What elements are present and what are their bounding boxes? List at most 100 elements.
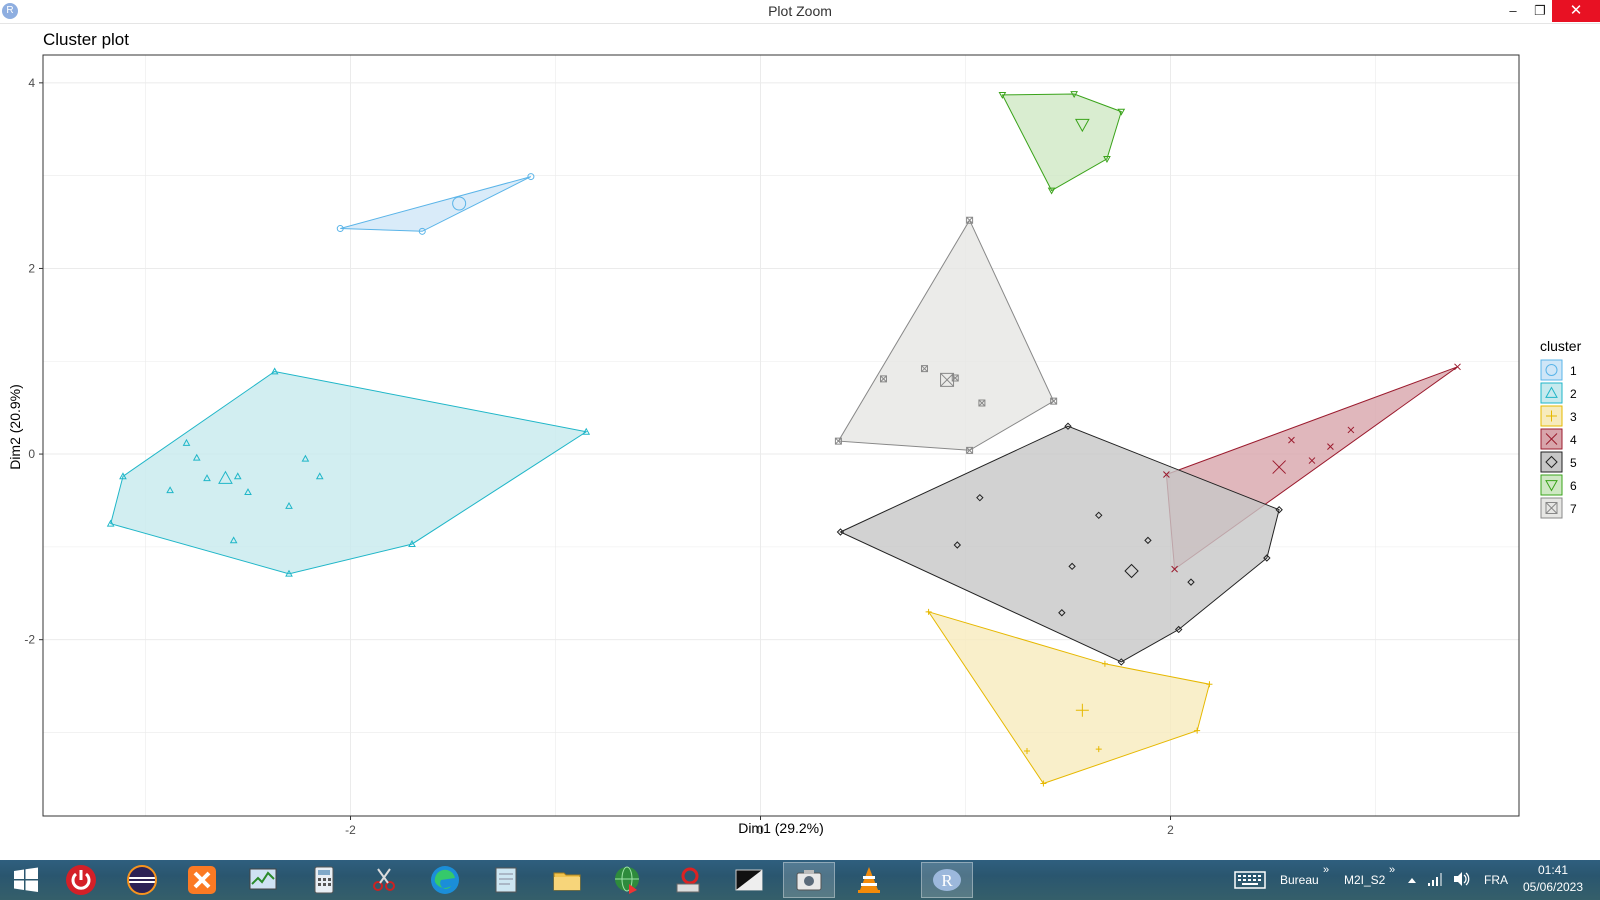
legend-label-3: 3 [1570,410,1577,424]
windows-logo-icon [14,867,38,892]
installer-icon [676,867,700,893]
legend-label-1: 1 [1570,364,1577,378]
touch-keyboard-icon[interactable] [1234,871,1266,889]
legend-symbol-6 [1545,480,1558,492]
taskbar-file-explorer-app[interactable] [541,862,593,898]
taskbar-clock[interactable]: 01:41 05/06/2023 [1518,863,1588,894]
data-point-cluster-5 [1117,658,1126,666]
legend-label-2: 2 [1570,387,1577,401]
window-title: Plot Zoom [768,3,832,19]
chart-title: Cluster plot [43,30,129,49]
data-point-cluster-3 [1095,746,1102,753]
taskbar-r-app[interactable]: R [921,862,973,898]
data-point-cluster-7 [880,375,887,383]
data-point-cluster-5 [836,528,845,536]
data-point-cluster-4 [1163,471,1170,478]
cluster-center-1 [452,196,467,211]
cluster-hull-2 [110,370,588,575]
data-point-cluster-2 [408,540,416,547]
xampp-icon [188,866,216,894]
data-point-cluster-7 [978,399,986,407]
taskbar-edge-app[interactable] [419,862,471,898]
data-point-cluster-6 [1103,156,1111,163]
globe-download-icon [615,866,639,894]
data-point-cluster-3 [1101,660,1108,667]
network-signal-icon[interactable] [1427,871,1445,887]
data-point-cluster-6 [1047,187,1056,195]
cluster-center-5 [1124,563,1139,579]
data-point-cluster-2 [582,427,591,435]
data-point-cluster-4 [1327,443,1334,450]
taskbar-toolbar-folder[interactable]: M2I_S2 [1344,873,1386,887]
legend-symbol-7 [1545,502,1558,514]
data-point-cluster-3 [1206,681,1213,688]
taskbar-eclipse-app[interactable] [116,862,168,898]
data-point-cluster-4 [1308,457,1316,464]
start-button[interactable] [0,862,52,898]
data-point-cluster-6 [1117,108,1126,116]
data-point-cluster-2 [244,488,252,496]
data-point-cluster-5 [1064,422,1072,430]
data-point-cluster-2 [233,472,242,480]
taskbar-power-app[interactable] [55,862,107,898]
taskbar-notepad-app[interactable] [480,862,532,898]
taskbar-terminal-app[interactable] [723,862,775,898]
data-point-cluster-5 [1174,625,1183,634]
scissors-icon [373,868,395,891]
y-tick-label: 4 [28,76,35,90]
taskbar-download-manager-app[interactable] [601,862,653,898]
data-point-cluster-2 [270,367,279,375]
legend-symbol-1 [1545,364,1558,376]
calculator-icon [314,866,334,894]
legend-title: cluster [1540,338,1582,354]
input-language-indicator[interactable]: FRA [1484,873,1508,887]
x-tick-label: 0 [757,823,764,837]
plot-panel-border [42,54,1520,817]
minimize-button[interactable]: – [1509,3,1517,18]
taskbar-xampp-app[interactable] [176,862,228,898]
tray-overflow-arrow-icon[interactable] [1407,876,1417,884]
maximize-button[interactable]: ❐ [1534,3,1546,18]
camera-icon [796,870,822,891]
data-point-cluster-2 [301,454,310,462]
volume-icon[interactable] [1452,870,1470,888]
data-point-cluster-7 [1050,397,1058,405]
y-axis-label: Dim2 (20.9%) [7,384,23,470]
data-point-cluster-3 [1194,727,1201,734]
data-point-cluster-5 [1058,609,1066,617]
taskbar-installer-app[interactable] [662,862,714,898]
legend-symbol-4 [1545,433,1558,445]
cluster-center-2 [218,470,233,484]
legend-label-7: 7 [1570,502,1577,516]
cluster-hull-7 [837,219,1055,451]
x-tick-label: -2 [345,823,356,837]
taskbar-snipping-tool-app[interactable] [358,862,410,898]
desktop-toolbar-chevron[interactable]: » [1323,864,1330,876]
taskbar-toolbar-desktop[interactable]: Bureau [1280,873,1319,887]
data-point-cluster-3 [925,608,932,615]
folder-toolbar-chevron[interactable]: » [1389,864,1396,876]
svg-text:R: R [941,871,953,890]
taskbar-task-manager-app[interactable] [237,862,289,898]
close-button[interactable]: ✕ [1552,0,1600,22]
data-point-cluster-4 [1454,363,1461,371]
y-tick-label: -2 [24,633,35,647]
cluster-hull-5 [839,425,1280,663]
data-point-cluster-2 [119,472,127,480]
taskbar-camera-app[interactable] [783,862,835,898]
legend-symbol-3 [1546,410,1557,422]
legend-key-6 [1540,474,1563,496]
taskbar-calculator-app[interactable] [298,862,350,898]
data-point-cluster-4 [1288,436,1295,444]
x-axis-label: Dim1 (29.2%) [738,820,824,836]
data-point-cluster-5 [1095,511,1103,520]
data-point-cluster-5 [1068,562,1076,571]
data-point-cluster-2 [315,472,324,480]
data-point-cluster-6 [998,92,1007,99]
taskbar-vlc-app[interactable] [843,862,895,898]
cluster-hull-3 [927,610,1211,785]
data-point-cluster-2 [285,502,293,509]
legend-key-2 [1540,382,1563,404]
data-point-cluster-7 [966,446,974,454]
data-point-cluster-7 [921,365,928,373]
